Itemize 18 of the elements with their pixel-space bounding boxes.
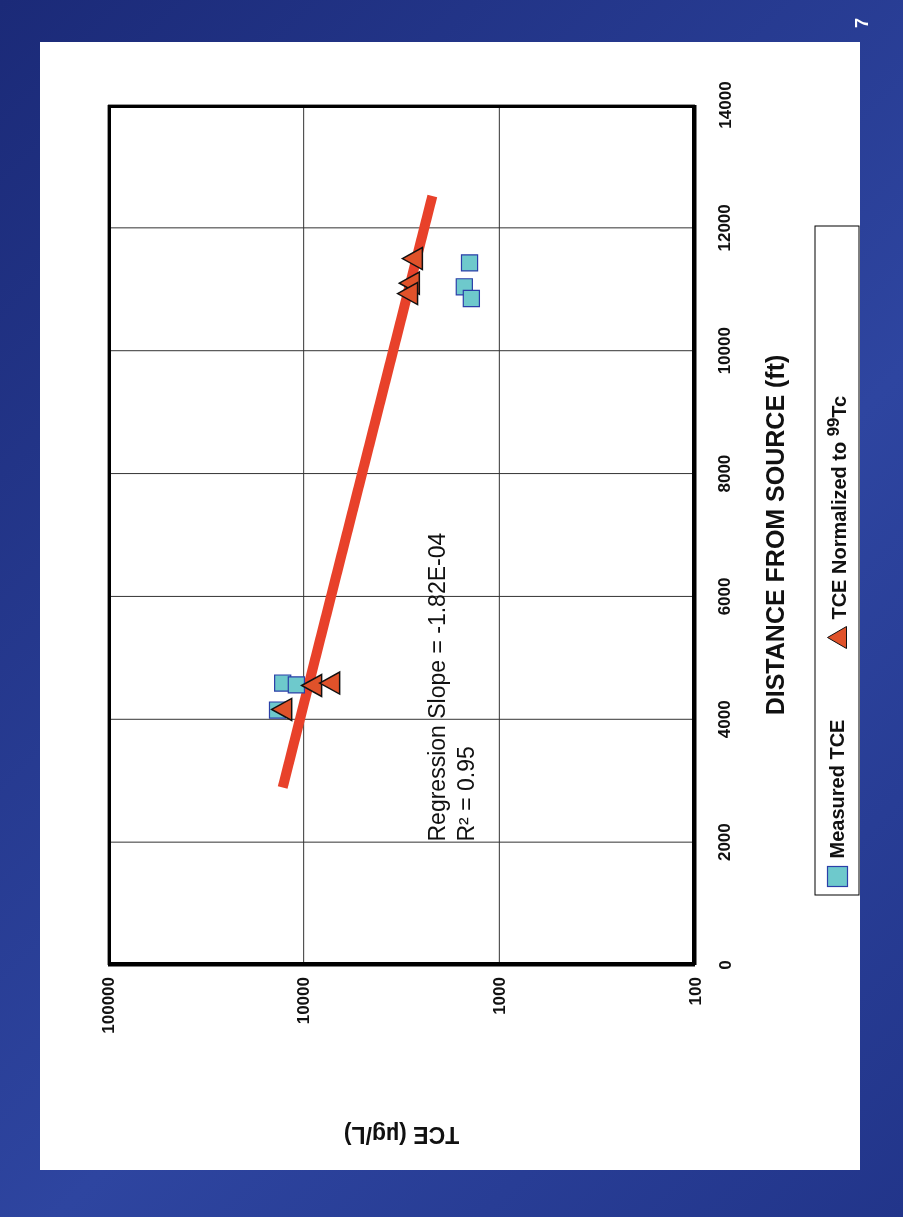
x-tick-label: 1000 xyxy=(489,977,509,1015)
y-tick-label: 2000 xyxy=(715,823,735,862)
y-tick-label: 0 xyxy=(715,960,735,970)
annotation: Regression Slope = -1.82E-04 xyxy=(422,531,451,842)
y-tick-label: 4000 xyxy=(715,700,735,739)
y-tick-label: 8000 xyxy=(715,454,735,493)
y-tick-label: 14000 xyxy=(715,81,735,129)
x-tick-label: 10000 xyxy=(294,977,314,1025)
y-tick-label: 10000 xyxy=(715,327,735,375)
text: Measured TCE xyxy=(825,719,849,859)
x-tick-label: 100 xyxy=(685,977,705,1006)
x-axis-title: TCE (µg/L) xyxy=(343,1122,460,1148)
y-tick-label: 6000 xyxy=(715,577,735,616)
text: 7 xyxy=(851,17,873,30)
y-tick-label: 12000 xyxy=(715,204,735,252)
x-tick-label: 100000 xyxy=(98,977,118,1034)
annotation: R² = 0.95 xyxy=(451,745,480,842)
y-axis-title: DISTANCE FROM SOURCE (ft) xyxy=(761,354,789,716)
